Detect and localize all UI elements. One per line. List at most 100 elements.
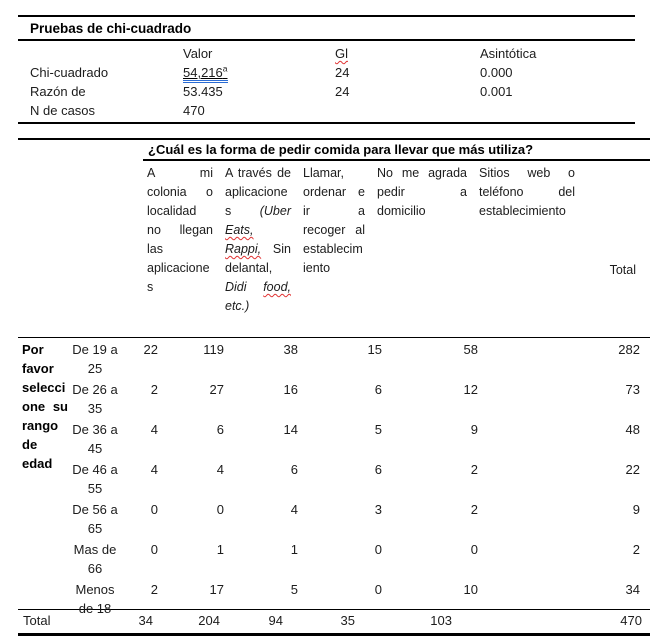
- header-text: Sin delantal,: [225, 242, 291, 275]
- chi-table-row: Chi-cuadrado 54,216a 24 0.000: [18, 63, 635, 83]
- value-cell: 0: [374, 542, 382, 557]
- value-cell: 4: [150, 462, 158, 477]
- total-value-cell: 35: [340, 613, 355, 628]
- value-cell: 2: [470, 502, 478, 517]
- header-text: etc.): [225, 299, 250, 313]
- col-header-total: Total: [609, 263, 636, 277]
- crosstab-question: ¿Cuál es la forma de pedir comida para l…: [143, 140, 650, 161]
- value-cell: 9: [470, 422, 478, 437]
- value-cell: 6: [374, 382, 382, 397]
- value-cell: 73: [625, 382, 640, 397]
- value-cell: 15: [367, 342, 382, 357]
- col-header-llamar-recoger: Llamar, ordenar e ir a recoger al establ…: [299, 164, 373, 337]
- crosstab-header-row: A mi colonia o localidad no llegan las a…: [18, 161, 650, 338]
- age-range-label: De 36 a 45: [72, 422, 118, 456]
- value-cell: 0: [150, 502, 158, 517]
- value-cell: 2: [150, 382, 158, 397]
- table-row: De 36 a 45 4 6 14 5 9 48: [68, 418, 650, 458]
- value-cell: 6: [374, 462, 382, 477]
- value-cell: 4: [150, 422, 158, 437]
- total-value-cell: 94: [268, 613, 283, 628]
- chi-table-body: Valor Gl Asintótica Chi-cuadrado 54,216a 2…: [18, 41, 635, 122]
- value-cell: 4: [216, 462, 224, 477]
- chi-row-label: Chi-cuadrado: [30, 65, 109, 80]
- header-text: A través de aplicaciones: [225, 166, 291, 218]
- value-cell: 27: [209, 382, 224, 397]
- total-value-cell: 470: [620, 613, 642, 628]
- crosstab-table: ¿Cuál es la forma de pedir comida para l…: [18, 138, 650, 636]
- total-value-cell: 34: [138, 613, 153, 628]
- chi-gl-cell: [335, 101, 480, 120]
- value-cell: 17: [209, 582, 224, 597]
- value-cell: 2: [632, 542, 640, 557]
- col-header-sitios-web: Sitios web o teléfono del establecimient…: [475, 164, 583, 337]
- age-range-label: De 26 a 35: [72, 382, 118, 416]
- total-row: Total 34 204 94 35 103 470: [18, 609, 650, 636]
- value-cell: 6: [290, 462, 298, 477]
- value-cell: 58: [463, 342, 478, 357]
- chi-sig-cell: 0.001: [480, 84, 513, 99]
- table-row: De 46 a 55 4 4 6 6 2 22: [68, 458, 650, 498]
- chi-header-blank: [18, 44, 183, 63]
- value-cell: 0: [216, 502, 224, 517]
- value-cell: 2: [150, 582, 158, 597]
- total-row-label: Total: [23, 613, 51, 628]
- value-cell: 34: [625, 582, 640, 597]
- value-cell: 4: [290, 502, 298, 517]
- crosstab-rows: De 19 a 25 22 119 38 15 58 282 De 26 a 35 2 27 16 6…: [68, 338, 650, 616]
- chi-header-asintotica: Asintótica: [480, 46, 537, 61]
- value-cell: 38: [283, 342, 298, 357]
- table-row: De 26 a 35 2 27 16 6 12 73: [68, 378, 650, 418]
- header-spacer: [18, 164, 143, 337]
- chi-sig-cell: [480, 101, 635, 120]
- chi-table-title: Pruebas de chi-cuadrado: [18, 17, 635, 41]
- footnote-marker: a: [222, 63, 228, 74]
- age-range-label: Menos de 18: [75, 582, 115, 616]
- table-row: De 19 a 25 22 119 38 15 58 282: [68, 338, 650, 378]
- header-text: Didi: [225, 280, 264, 294]
- crosstab-question-row: ¿Cuál es la forma de pedir comida para l…: [18, 140, 650, 161]
- chi-value-cell: 53.435: [183, 84, 223, 99]
- spellcheck-flagged-word: Eats,: [225, 223, 254, 237]
- value-cell: 1: [216, 542, 224, 557]
- chi-row-label: N de casos: [30, 103, 96, 118]
- header-text: Llamar, ordenar e ir a recoger al establ…: [303, 166, 365, 275]
- col-header-no-agrada: No me agrada pedir a domicilio: [373, 164, 475, 337]
- header-text: A mi colonia o localidad no llegan las a…: [147, 166, 213, 294]
- value-cell: 16: [283, 382, 298, 397]
- value-cell: 0: [374, 582, 382, 597]
- chi-header-row: Valor Gl Asintótica: [18, 44, 635, 63]
- chi-gl-cell: 24: [335, 65, 350, 80]
- col-header-no-llegan-apps: A mi colonia o localidad no llegan las a…: [143, 164, 221, 337]
- chi-header-gl: Gl: [335, 44, 480, 63]
- value-cell: 9: [632, 502, 640, 517]
- spellcheck-flagged-word: Gl: [335, 46, 348, 61]
- col-header-apps: A través de aplicaciones (Uber Eats, Rap…: [221, 164, 299, 337]
- crosstab-body: Por favor seleccione su rango de edad De…: [18, 338, 650, 616]
- header-text: (Uber: [259, 204, 291, 218]
- table-row: Mas de 66 0 1 1 0 0 2: [68, 538, 650, 578]
- total-value-cell: 204: [198, 613, 220, 628]
- value-cell: 14: [283, 422, 298, 437]
- age-range-label: Mas de 66: [73, 542, 117, 576]
- chi-table-row: N de casos 470: [18, 101, 635, 120]
- value-cell: 10: [463, 582, 478, 597]
- value-cell: 119: [203, 342, 224, 357]
- age-range-label: De 46 a 55: [72, 462, 118, 496]
- value-cell: 3: [374, 502, 382, 517]
- chi-value-cell: 54,216a: [183, 63, 335, 83]
- chi-sig-cell: 0.000: [480, 65, 513, 80]
- value-cell: 5: [290, 582, 298, 597]
- age-range-label: De 56 a 65: [72, 502, 118, 536]
- value-cell: 22: [143, 342, 158, 357]
- chi-table-row: Razón de 53.435 24 0.001: [18, 82, 635, 101]
- table-row: Menos de 18 2 17 5 0 10 34: [68, 578, 650, 618]
- spellcheck-flagged-word: food,: [263, 280, 291, 294]
- value-cell: 6: [216, 422, 224, 437]
- total-value-cell: 103: [430, 613, 452, 628]
- chi-value-cell: 470: [183, 103, 205, 118]
- value-cell: 0: [150, 542, 158, 557]
- value-cell: 0: [470, 542, 478, 557]
- header-text: Sitios web o teléfono del establecimient…: [479, 166, 575, 218]
